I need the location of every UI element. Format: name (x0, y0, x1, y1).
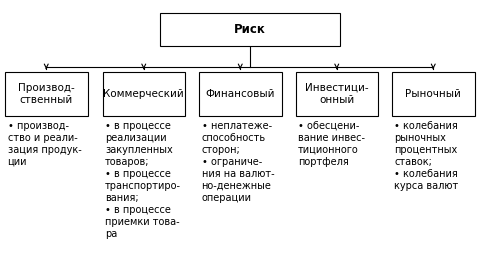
FancyBboxPatch shape (160, 13, 340, 46)
Text: • колебания
рыночных
процентных
ставок;
• колебания
курса валют: • колебания рыночных процентных ставок; … (394, 121, 459, 191)
Text: Инвестици-
онный: Инвестици- онный (305, 83, 368, 105)
FancyBboxPatch shape (296, 72, 378, 116)
Text: • обесцени-
вание инвес-
тиционного
портфеля: • обесцени- вание инвес- тиционного порт… (298, 121, 365, 167)
Text: Рыночный: Рыночный (406, 89, 461, 99)
Text: Финансовый: Финансовый (206, 89, 275, 99)
Text: Производ-
ственный: Производ- ственный (18, 83, 74, 105)
FancyBboxPatch shape (199, 72, 281, 116)
Text: • в процессе
реализации
закупленных
товаров;
• в процессе
транспортиро-
вания;
•: • в процессе реализации закупленных това… (105, 121, 181, 239)
Text: • производ-
ство и реали-
зация продук-
ции: • производ- ство и реали- зация продук- … (8, 121, 81, 167)
Text: Коммерческий: Коммерческий (104, 89, 184, 99)
FancyBboxPatch shape (392, 72, 474, 116)
FancyBboxPatch shape (5, 72, 87, 116)
Text: Риск: Риск (234, 23, 266, 36)
Text: • неплатеже-
способность
сторон;
• ограниче-
ния на валют-
но-денежные
операции: • неплатеже- способность сторон; • огран… (202, 121, 274, 203)
FancyBboxPatch shape (102, 72, 185, 116)
